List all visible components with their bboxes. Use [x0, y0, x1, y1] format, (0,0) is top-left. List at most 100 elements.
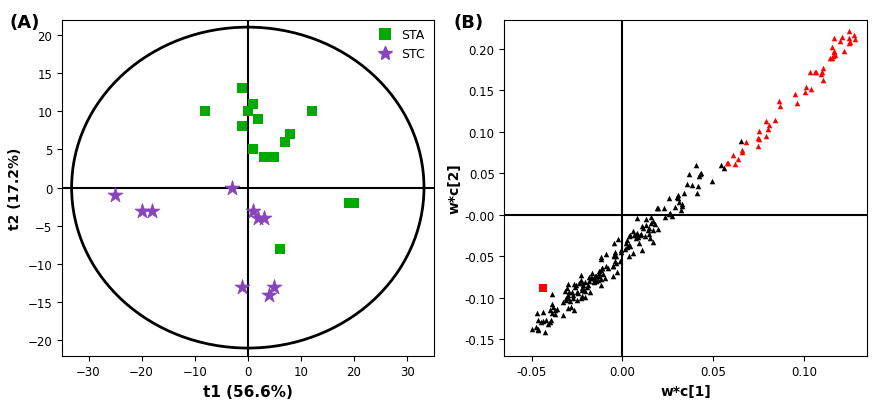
Point — [262, 292, 276, 298]
Point — [594, 276, 608, 283]
Point — [584, 275, 598, 282]
Point — [626, 229, 640, 235]
Point — [257, 154, 271, 161]
Point — [596, 271, 610, 278]
Point — [735, 150, 750, 156]
Point — [620, 245, 634, 251]
Point — [797, 89, 812, 96]
Point — [568, 284, 582, 291]
Point — [577, 294, 591, 301]
Point — [666, 213, 680, 220]
Point — [273, 246, 287, 252]
Point — [823, 56, 837, 63]
Point — [594, 267, 608, 274]
Point — [246, 208, 260, 214]
Point — [598, 275, 612, 281]
Point — [595, 265, 609, 272]
Point — [564, 304, 578, 310]
Point — [626, 250, 640, 257]
Point — [619, 246, 633, 253]
Point — [758, 118, 773, 125]
Point — [843, 39, 858, 46]
Point — [575, 280, 589, 286]
Point — [622, 243, 636, 249]
Point — [584, 275, 598, 282]
Point — [726, 153, 740, 159]
Point — [730, 156, 744, 162]
Text: (B): (B) — [454, 14, 484, 32]
Point — [347, 200, 361, 207]
Point — [635, 231, 649, 238]
Point — [581, 282, 595, 288]
Y-axis label: w*c[2]: w*c[2] — [448, 163, 462, 213]
Point — [807, 70, 821, 76]
Point — [594, 256, 608, 262]
Point — [561, 281, 575, 288]
Text: (A): (A) — [10, 14, 41, 32]
Point — [735, 147, 749, 153]
Point — [574, 272, 589, 278]
Point — [761, 126, 775, 133]
Point — [798, 85, 812, 91]
Point — [623, 233, 637, 239]
Point — [670, 194, 684, 200]
Point — [629, 230, 643, 237]
Point — [304, 109, 319, 115]
Point — [235, 284, 250, 290]
Point — [592, 273, 606, 279]
Point — [608, 258, 622, 265]
Point — [605, 263, 620, 270]
Point — [790, 101, 804, 107]
Point — [816, 66, 830, 72]
Point — [644, 214, 658, 221]
Point — [641, 227, 655, 233]
Point — [545, 301, 559, 308]
Point — [768, 117, 782, 124]
Point — [639, 222, 653, 229]
Point — [605, 263, 620, 270]
Point — [560, 295, 574, 301]
Point — [814, 71, 828, 78]
Point — [648, 221, 662, 228]
Point — [544, 310, 558, 317]
Point — [607, 249, 621, 256]
Point — [789, 91, 803, 98]
Point — [198, 109, 212, 115]
Point — [609, 260, 623, 267]
Point — [842, 36, 856, 43]
Point — [235, 86, 250, 92]
Point — [692, 174, 706, 180]
Point — [570, 297, 584, 303]
Point — [842, 29, 856, 35]
Point — [531, 317, 545, 324]
Point — [759, 134, 773, 140]
Point — [558, 288, 572, 294]
Point — [662, 196, 676, 202]
Point — [663, 210, 677, 217]
Point — [751, 144, 766, 150]
Point — [825, 44, 839, 51]
Point — [561, 305, 575, 311]
Point — [283, 132, 297, 138]
Point — [578, 288, 592, 295]
Point — [581, 274, 596, 281]
Point — [562, 289, 576, 295]
X-axis label: w*c[1]: w*c[1] — [660, 384, 712, 398]
Point — [580, 284, 594, 290]
Point — [572, 290, 586, 296]
Point — [246, 147, 260, 153]
Point — [592, 268, 606, 274]
Point — [636, 225, 650, 232]
Point — [575, 292, 589, 299]
Point — [589, 278, 603, 284]
Point — [622, 243, 636, 250]
Point — [573, 277, 588, 284]
Point — [642, 231, 656, 238]
Point — [773, 104, 788, 110]
Point — [837, 49, 851, 55]
Point — [693, 171, 707, 178]
Point — [611, 236, 625, 242]
Point — [614, 247, 628, 254]
Point — [235, 124, 250, 130]
Point — [575, 285, 589, 291]
